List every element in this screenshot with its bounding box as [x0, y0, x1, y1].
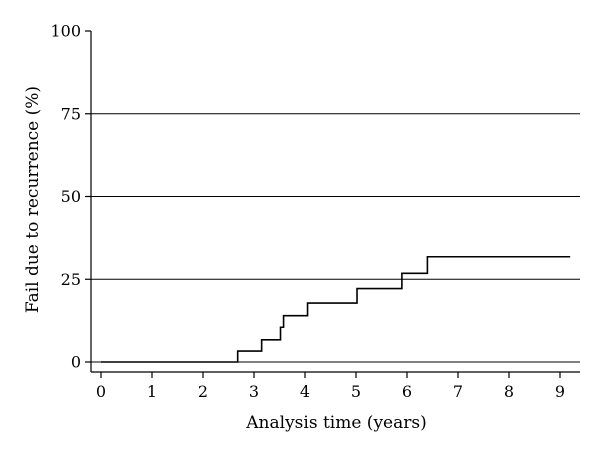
tick-layer: 0 25 50 75 100 0 1 2 3 4 5 6 7 8 9 — [50, 22, 565, 402]
x-tick-label: 7 — [453, 382, 463, 401]
y-tick-label: 25 — [61, 270, 81, 289]
x-tick-label: 4 — [300, 382, 310, 401]
axis-layer — [90, 31, 580, 373]
x-tick-label: 5 — [351, 382, 361, 401]
x-tick-label: 1 — [147, 382, 157, 401]
series-line — [101, 255, 571, 363]
x-tick-label: 2 — [198, 382, 208, 401]
y-tick-label: 50 — [61, 187, 81, 206]
x-tick-label: 3 — [249, 382, 259, 401]
y-tick-label: 0 — [71, 353, 81, 372]
grid-layer — [91, 113, 580, 363]
x-tick-label: 6 — [402, 382, 412, 401]
y-tick-label: 75 — [61, 104, 81, 123]
x-tick-label: 8 — [504, 382, 514, 401]
y-axis-title: Fail due to recurrence (%) — [23, 86, 43, 313]
x-axis-title: Analysis time (years) — [245, 413, 426, 433]
x-tick-label: 0 — [96, 382, 106, 401]
series-layer — [101, 255, 571, 363]
y-tick-label: 100 — [50, 22, 81, 41]
x-tick-label: 9 — [555, 382, 565, 401]
